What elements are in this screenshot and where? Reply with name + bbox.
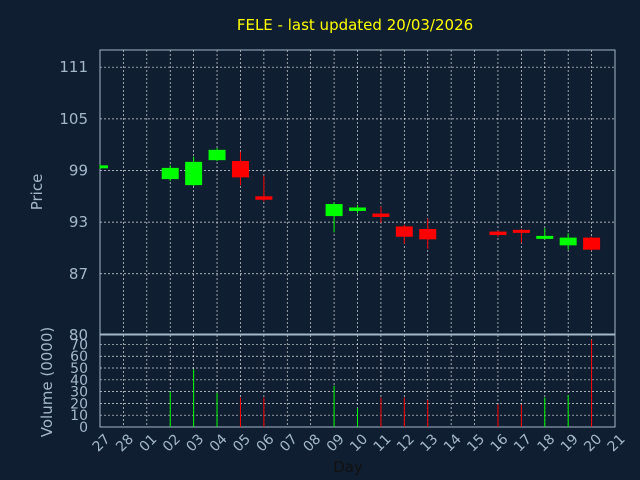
x-tick-label: 05 bbox=[230, 431, 254, 455]
x-tick-label: 11 bbox=[371, 431, 395, 455]
x-axis-label: Day bbox=[333, 458, 363, 476]
candle-body bbox=[208, 149, 226, 161]
x-tick-label: 20 bbox=[581, 431, 605, 455]
price-candles bbox=[99, 148, 601, 251]
price-y-tick-label: 111 bbox=[59, 58, 88, 76]
x-tick-label: 03 bbox=[183, 431, 207, 455]
volume-y-tick-label: 70 bbox=[70, 337, 88, 353]
volume-y-tick-label: 20 bbox=[70, 396, 88, 412]
price-y-tick-label: 105 bbox=[59, 110, 88, 128]
x-tick-label: 27 bbox=[90, 431, 114, 455]
price-axis-label: Price bbox=[28, 174, 46, 211]
candle-body bbox=[372, 213, 390, 217]
x-tick-label: 12 bbox=[394, 431, 418, 455]
volume-y-tick-label: 30 bbox=[70, 385, 88, 401]
volume-bars bbox=[169, 339, 593, 427]
x-tick-label: 01 bbox=[137, 431, 161, 455]
candle-body bbox=[349, 207, 366, 211]
price-y-ticks: 87 93 99 105 111 bbox=[59, 58, 88, 283]
chart-title: FELE - last updated 20/03/2026 bbox=[237, 16, 473, 34]
x-tick-label: 28 bbox=[113, 431, 137, 455]
candle-body bbox=[419, 229, 437, 240]
volume-y-tick-label: 40 bbox=[70, 373, 88, 389]
candle-body bbox=[536, 235, 554, 239]
candle-body bbox=[512, 229, 530, 233]
x-tick-label: 08 bbox=[300, 431, 324, 455]
candle-body bbox=[583, 237, 601, 250]
x-tick-label: 04 bbox=[207, 431, 231, 455]
candle-body bbox=[231, 161, 249, 178]
candle-body bbox=[559, 237, 577, 246]
x-tick-label: 06 bbox=[254, 431, 278, 455]
price-panel-frame bbox=[99, 49, 616, 335]
volume-y-tick-label: 50 bbox=[70, 361, 88, 377]
x-tick-label: 17 bbox=[511, 431, 535, 455]
price-y-tick-label: 99 bbox=[69, 161, 88, 179]
x-tick-label: 10 bbox=[347, 431, 371, 455]
x-tick-label: 15 bbox=[464, 431, 488, 455]
candle-body bbox=[161, 167, 179, 180]
x-tick-label: 13 bbox=[417, 431, 441, 455]
candle-body bbox=[100, 165, 108, 169]
volume-y-tick-label: 0 bbox=[79, 420, 88, 436]
volume-axis-label: Volume (0000) bbox=[38, 327, 56, 437]
volume-y-tick-label: 60 bbox=[70, 349, 88, 365]
candle-body bbox=[255, 196, 273, 200]
price-bottom-label: 80 bbox=[69, 326, 88, 344]
candle-body bbox=[185, 161, 203, 186]
x-tick-label: 21 bbox=[605, 431, 629, 455]
x-axis-ticks: 27 28 01 02 03 04 05 06 07 08 09 10 11 12 13 14 15 16 17 18… bbox=[90, 431, 629, 455]
x-tick-label: 14 bbox=[441, 431, 465, 455]
candle-body bbox=[325, 204, 343, 217]
candle-body bbox=[489, 231, 507, 236]
x-tick-label: 18 bbox=[534, 431, 558, 455]
price-y-tick-label: 87 bbox=[69, 265, 88, 283]
candle-body bbox=[395, 226, 413, 237]
x-tick-label: 19 bbox=[558, 431, 582, 455]
x-tick-label: 16 bbox=[488, 431, 512, 455]
price-y-tick-label: 93 bbox=[69, 213, 88, 231]
x-tick-label: 02 bbox=[160, 431, 184, 455]
x-tick-label: 09 bbox=[324, 431, 348, 455]
x-tick-label: 07 bbox=[277, 431, 301, 455]
price-grid bbox=[100, 50, 615, 334]
volume-y-tick-label: 10 bbox=[70, 408, 88, 424]
